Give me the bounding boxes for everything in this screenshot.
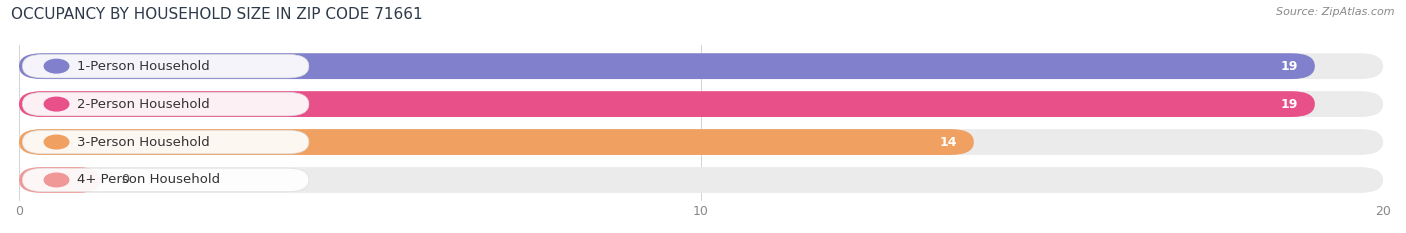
FancyBboxPatch shape: [20, 91, 1315, 117]
Text: 1-Person Household: 1-Person Household: [77, 60, 209, 73]
Text: 3-Person Household: 3-Person Household: [77, 136, 209, 148]
Text: 19: 19: [1281, 98, 1298, 111]
Circle shape: [44, 173, 69, 187]
Text: 0: 0: [121, 173, 129, 186]
Circle shape: [44, 135, 69, 149]
Text: OCCUPANCY BY HOUSEHOLD SIZE IN ZIP CODE 71661: OCCUPANCY BY HOUSEHOLD SIZE IN ZIP CODE …: [11, 7, 423, 22]
Text: 4+ Person Household: 4+ Person Household: [77, 173, 221, 186]
Circle shape: [44, 59, 69, 73]
Circle shape: [44, 97, 69, 111]
FancyBboxPatch shape: [22, 168, 309, 192]
Text: Source: ZipAtlas.com: Source: ZipAtlas.com: [1277, 7, 1395, 17]
FancyBboxPatch shape: [22, 54, 309, 78]
FancyBboxPatch shape: [20, 53, 1315, 79]
FancyBboxPatch shape: [20, 53, 1384, 79]
FancyBboxPatch shape: [22, 130, 309, 154]
Text: 2-Person Household: 2-Person Household: [77, 98, 209, 111]
Text: 14: 14: [939, 136, 957, 148]
FancyBboxPatch shape: [20, 91, 1384, 117]
FancyBboxPatch shape: [20, 129, 1384, 155]
FancyBboxPatch shape: [20, 167, 101, 193]
Text: 19: 19: [1281, 60, 1298, 73]
FancyBboxPatch shape: [22, 92, 309, 116]
FancyBboxPatch shape: [20, 129, 974, 155]
FancyBboxPatch shape: [20, 167, 1384, 193]
